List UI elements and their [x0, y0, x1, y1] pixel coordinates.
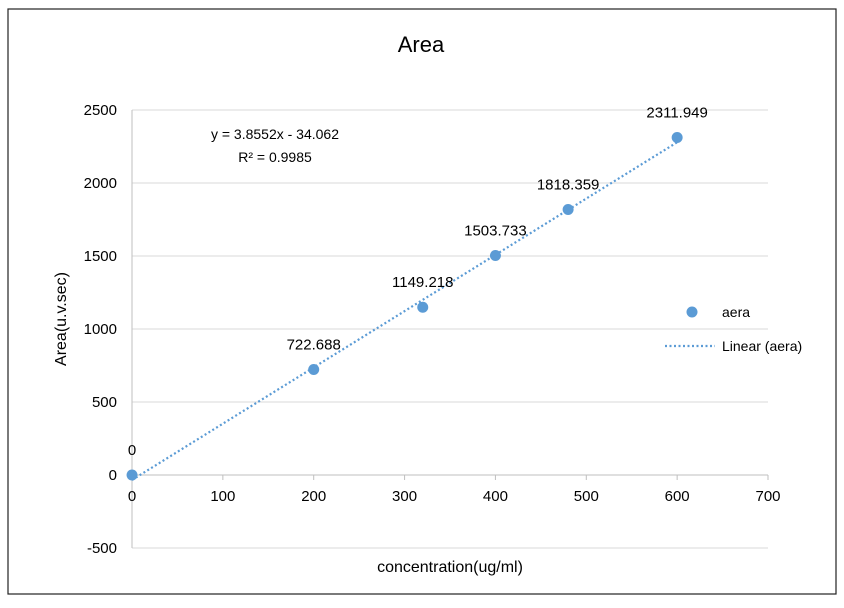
y-tick-label: 2500 — [84, 102, 117, 119]
y-tick-label: 500 — [92, 394, 117, 411]
data-point — [489, 249, 501, 261]
x-tick-label: 300 — [392, 488, 417, 505]
chart-title: Area — [398, 32, 445, 57]
x-tick-label: 500 — [574, 488, 599, 505]
x-tick-label: 0 — [128, 488, 136, 505]
data-label: 0 — [128, 442, 136, 459]
data-label: 722.688 — [287, 336, 341, 353]
y-axis-title: Area(u.v.sec) — [53, 272, 70, 366]
gridlines — [132, 109, 768, 549]
legend-label-series: aera — [722, 304, 750, 320]
data-point — [308, 363, 320, 375]
legend-item-trendline: Linear (aera) — [665, 338, 802, 354]
y-tick-label: 0 — [109, 467, 117, 484]
x-tick-label: 600 — [665, 488, 690, 505]
x-tick-label: 100 — [210, 488, 235, 505]
legend-marker-icon — [686, 306, 698, 318]
trendline-equation: y = 3.8552x - 34.062 — [211, 126, 339, 142]
data-labels: 0 722.688 1149.218 1503.733 1818.359 2311.949 — [128, 104, 708, 459]
legend-item-series: aera — [686, 304, 750, 320]
data-label: 1503.733 — [464, 222, 527, 239]
y-tick-label: 1500 — [84, 248, 117, 265]
data-label: 1818.359 — [537, 177, 600, 194]
data-label: 1149.218 — [392, 274, 453, 291]
x-tick-labels: 0 100 200 300 400 500 600 700 — [128, 488, 781, 505]
chart-border — [7, 8, 837, 595]
x-axis-title: concentration(ug/ml) — [377, 559, 523, 576]
legend-label-trendline: Linear (aera) — [722, 338, 802, 354]
data-point — [671, 131, 683, 143]
data-point — [562, 204, 574, 216]
y-tick-label: 1000 — [84, 321, 117, 338]
y-tick-label: -500 — [87, 540, 117, 557]
data-label: 2311.949 — [646, 104, 707, 121]
x-tick-label: 700 — [755, 488, 780, 505]
y-tick-labels: -500 0 500 1000 1500 2000 2500 — [84, 102, 117, 557]
trendline-r-squared: R² = 0.9985 — [238, 149, 312, 165]
data-points — [126, 131, 683, 481]
x-tick-label: 400 — [483, 488, 508, 505]
legend: aera Linear (aera) — [665, 304, 802, 354]
trendline-layer — [131, 141, 678, 481]
data-point — [126, 469, 138, 481]
trendline — [131, 141, 678, 481]
x-tick-label: 200 — [301, 488, 326, 505]
data-point — [417, 301, 429, 313]
y-tick-label: 2000 — [84, 175, 117, 192]
